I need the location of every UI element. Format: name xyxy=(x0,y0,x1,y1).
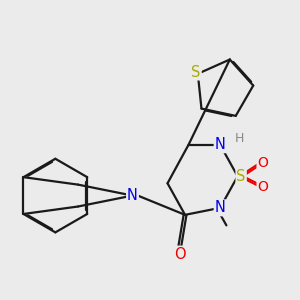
Text: H: H xyxy=(235,132,244,145)
Text: S: S xyxy=(191,64,201,80)
Text: N: N xyxy=(215,200,226,215)
Text: O: O xyxy=(174,247,186,262)
Text: O: O xyxy=(257,180,268,194)
Text: N: N xyxy=(215,137,226,152)
Text: N: N xyxy=(127,188,138,203)
Text: S: S xyxy=(236,169,246,184)
Text: O: O xyxy=(257,156,268,170)
